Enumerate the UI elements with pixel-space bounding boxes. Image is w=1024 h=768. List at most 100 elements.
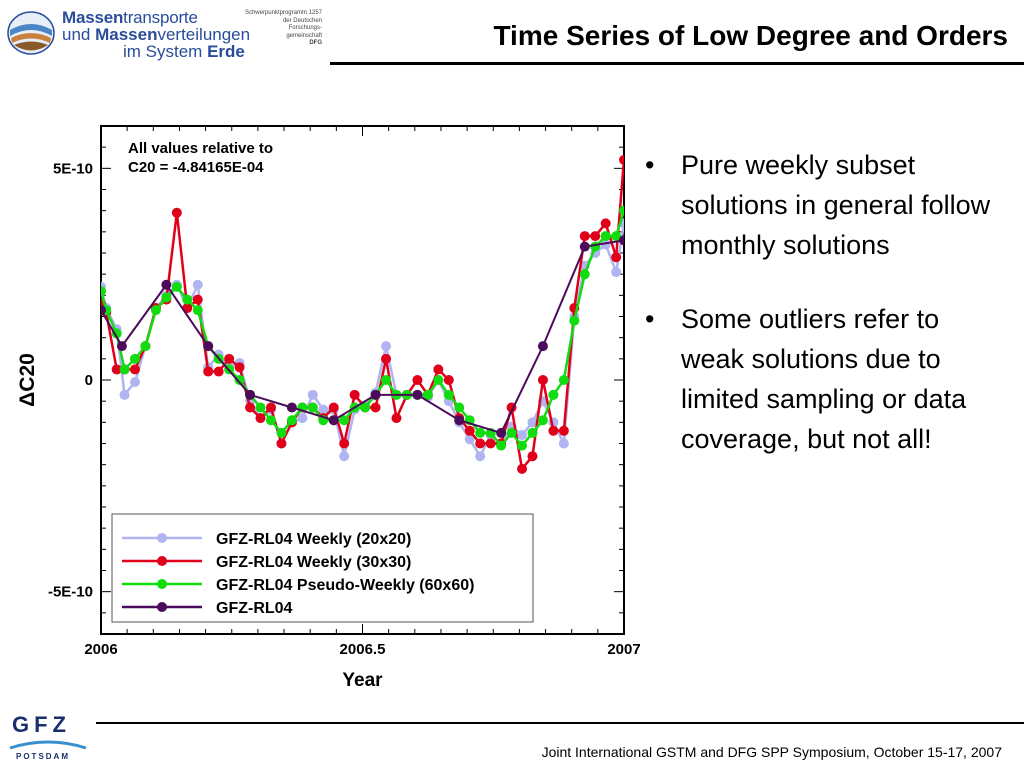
- data-point: [129, 353, 140, 364]
- bullet-dot-icon: •: [645, 150, 655, 180]
- data-point: [129, 364, 140, 375]
- data-point: [192, 294, 203, 305]
- data-point: [619, 235, 624, 246]
- data-point: [475, 438, 486, 449]
- data-point: [579, 269, 590, 280]
- data-point: [381, 341, 392, 352]
- data-point: [339, 451, 350, 462]
- dfg-program-label: Schwerpunktprogramm 1257 der Deutschen F…: [244, 10, 322, 46]
- legend-box: [111, 513, 534, 623]
- data-point: [370, 389, 381, 400]
- data-point: [619, 205, 624, 216]
- bullet-item: • Pure weekly subset solutions in general…: [645, 145, 1005, 265]
- data-point: [318, 404, 329, 415]
- data-point: [537, 415, 548, 426]
- data-point: [443, 375, 454, 385]
- legend-entry: GFZ-RL04: [216, 600, 293, 617]
- y-tick-label: 5E-10: [53, 160, 93, 177]
- series-line: [101, 210, 624, 448]
- data-point: [558, 425, 569, 436]
- data-point: [339, 438, 350, 449]
- data-point: [370, 402, 381, 413]
- data-point: [611, 252, 622, 263]
- data-point: [328, 415, 339, 426]
- data-point: [171, 281, 182, 292]
- data-point: [464, 434, 475, 445]
- data-point: [412, 389, 423, 400]
- data-point: [569, 315, 580, 326]
- gfz-potsdam-label: POTSDAM: [16, 752, 70, 761]
- legend-swatch-marker: [157, 602, 167, 612]
- data-point: [558, 438, 569, 449]
- data-point: [101, 305, 106, 316]
- data-point: [116, 341, 127, 352]
- logo-line-3: im System Erde: [123, 42, 245, 61]
- x-axis-label: Year: [342, 670, 383, 691]
- bullet-dot-icon: •: [645, 304, 655, 334]
- data-point: [140, 341, 151, 352]
- c20-time-series-chart: 2006 2006.5 2007 5E-10 0 -5E-10 Year ΔC20 All va…: [16, 125, 641, 691]
- data-point: [192, 279, 203, 290]
- data-point: [381, 375, 392, 385]
- legend-swatch-marker: [157, 533, 167, 543]
- data-point: [548, 425, 559, 436]
- legend-entry: GFZ-RL04 Weekly (30x30): [216, 554, 411, 571]
- data-point: [203, 366, 214, 377]
- data-point: [506, 427, 517, 438]
- data-point: [297, 413, 308, 424]
- data-point: [119, 364, 130, 375]
- data-point: [475, 427, 486, 438]
- data-point: [265, 402, 276, 413]
- data-point: [579, 241, 590, 252]
- data-point: [527, 451, 538, 462]
- series-line: [101, 159, 624, 472]
- bullet-list: • Pure weekly subset solutions in general…: [645, 145, 1005, 493]
- data-point: [203, 341, 214, 352]
- data-point: [517, 430, 528, 441]
- x-tick-label: 2006: [84, 641, 117, 658]
- data-point: [619, 154, 624, 165]
- data-point: [161, 292, 172, 303]
- series-group: [101, 154, 624, 474]
- legend-swatch-marker: [157, 556, 167, 566]
- data-point: [234, 362, 245, 373]
- data-point: [255, 402, 266, 413]
- data-point: [422, 389, 433, 400]
- data-point: [558, 375, 569, 385]
- data-point: [590, 231, 601, 242]
- legend-swatch-marker: [157, 579, 167, 589]
- data-point: [475, 451, 486, 462]
- y-tick-label: -5E-10: [48, 584, 93, 601]
- data-point: [527, 427, 538, 438]
- data-point: [537, 375, 548, 385]
- data-point: [464, 425, 475, 436]
- data-point: [161, 279, 172, 290]
- data-point: [600, 231, 611, 242]
- data-point: [192, 305, 203, 316]
- data-point: [590, 241, 601, 252]
- data-point: [234, 375, 245, 385]
- spp-logo: Massentransporte und Massenverteilungen …: [0, 0, 330, 64]
- data-point: [412, 375, 423, 385]
- data-point: [391, 413, 402, 424]
- data-point: [255, 413, 266, 424]
- y-tick-label: 0: [85, 372, 93, 389]
- data-point: [443, 389, 454, 400]
- data-point: [101, 286, 106, 297]
- earth-logo-icon: [7, 11, 55, 55]
- data-point: [245, 389, 256, 400]
- footer-text: Joint International GSTM and DFG SPP Sym…: [541, 744, 1002, 760]
- data-point: [286, 402, 297, 413]
- data-point: [527, 417, 538, 428]
- series-line: [101, 239, 624, 435]
- data-point: [276, 427, 287, 438]
- gfz-swoosh-icon: [9, 740, 87, 750]
- data-point: [517, 463, 528, 474]
- data-point: [339, 415, 350, 426]
- data-point: [129, 377, 140, 388]
- data-point: [496, 427, 507, 438]
- legend-entry: GFZ-RL04 Weekly (20x20): [216, 531, 411, 548]
- annotation-line-2: C20 = -4.84165E-04: [128, 159, 264, 176]
- logo-line-2: und Massenverteilungen: [62, 25, 251, 44]
- slide-title: Time Series of Low Degree and Orders: [493, 20, 1008, 51]
